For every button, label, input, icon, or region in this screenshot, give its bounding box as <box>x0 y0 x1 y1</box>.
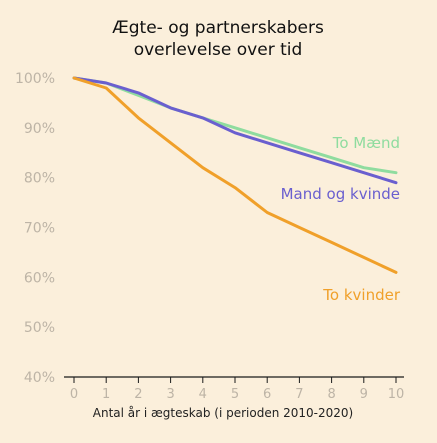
x-tick-label: 3 <box>166 387 174 402</box>
x-tick-label: 1 <box>102 387 110 402</box>
y-tick-label: 60% <box>24 270 55 286</box>
x-axis-title: Antal år i ægteskab (i perioden 2010-202… <box>93 406 353 420</box>
y-tick-label: 80% <box>24 171 55 187</box>
x-tick-label: 10 <box>388 387 405 402</box>
series-label-mand-og-kvinde: Mand og kvinde <box>281 185 400 203</box>
series-line-mand-og-kvinde <box>72 76 398 185</box>
x-tick-label: 8 <box>327 387 335 402</box>
x-tick-label: 2 <box>134 387 142 402</box>
y-tick-label: 70% <box>24 221 55 237</box>
y-tick-label: 40% <box>24 370 55 386</box>
y-tick-label: 100% <box>15 71 55 87</box>
x-axis-tick-labels: 0 1 2 3 4 5 6 7 8 9 10 <box>70 387 404 402</box>
x-tick-label: 9 <box>360 387 368 402</box>
x-tick-label: 0 <box>70 387 78 402</box>
x-tick-label: 4 <box>199 387 207 402</box>
chart-title-line-1: Ægte- og partnerskabers <box>112 18 324 38</box>
series-label-to-kvinder: To kvinder <box>322 286 401 304</box>
x-tick-label: 5 <box>231 387 239 402</box>
series-line-to-maend <box>72 76 398 175</box>
chart-title-line-2: overlevelse over tid <box>134 40 303 60</box>
series-labels: To Mænd Mand og kvinde To kvinder <box>281 134 401 304</box>
series-line-to-kvinder <box>72 76 398 274</box>
y-tick-label: 90% <box>24 121 55 137</box>
series-lines <box>72 76 398 274</box>
y-axis-tick-labels: 40% 50% 60% 70% 80% 90% 100% <box>15 71 55 386</box>
y-tick-label: 50% <box>24 320 55 336</box>
x-axis-tick-marks <box>73 377 397 383</box>
series-label-to-maend: To Mænd <box>332 134 400 152</box>
x-tick-label: 6 <box>263 387 271 402</box>
x-tick-label: 7 <box>295 387 303 402</box>
